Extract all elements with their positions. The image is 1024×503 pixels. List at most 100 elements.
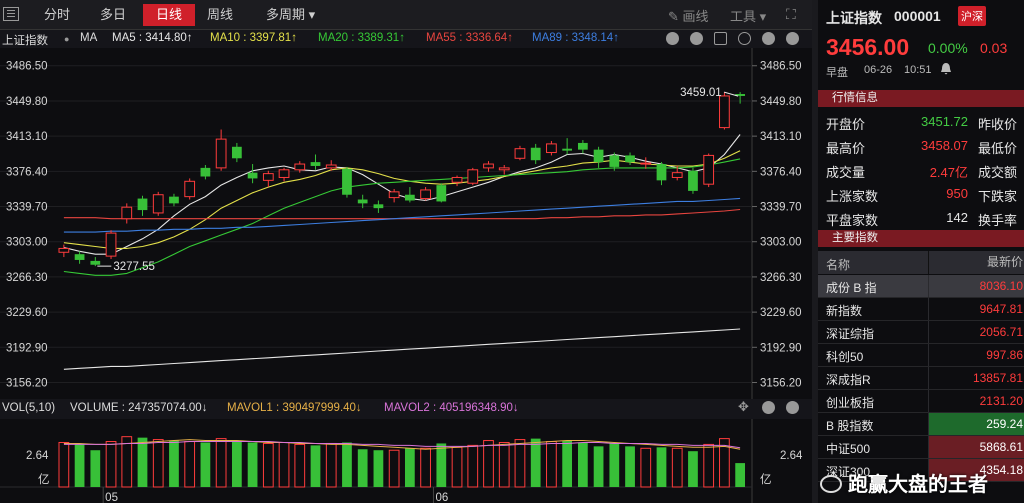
fullscreen-icon[interactable]: ⛶	[786, 6, 796, 22]
candlestick-chart[interactable]: 3486.50 3486.50 3449.80 3449.80 3413.10 3413.…	[0, 48, 812, 399]
candle[interactable]	[152, 191, 164, 216]
index-row[interactable]: 深证300 4354.18	[818, 459, 1024, 482]
volume-bar[interactable]	[294, 443, 306, 488]
candle[interactable]	[688, 167, 698, 194]
candle[interactable]	[483, 161, 494, 172]
candle[interactable]	[121, 203, 133, 224]
tab-daily[interactable]: 日线	[143, 4, 195, 26]
candle[interactable]	[735, 92, 746, 104]
volume-bar[interactable]	[530, 438, 541, 487]
volume-bar[interactable]	[310, 445, 321, 487]
volume-bar[interactable]	[735, 463, 746, 487]
candle[interactable]	[420, 187, 431, 201]
candle[interactable]	[184, 178, 196, 200]
volume-bar[interactable]	[152, 439, 164, 488]
volume-bar[interactable]	[74, 444, 85, 487]
volume-bar[interactable]	[278, 441, 290, 488]
volume-bar[interactable]	[325, 442, 337, 488]
volume-bar[interactable]	[169, 440, 179, 487]
volume-bar[interactable]	[262, 442, 274, 488]
volume-bar[interactable]	[215, 438, 227, 488]
volume-bar[interactable]	[200, 442, 211, 487]
candle[interactable]	[640, 157, 652, 169]
candle[interactable]	[200, 165, 211, 180]
volume-bar[interactable]	[58, 441, 70, 488]
candle[interactable]	[404, 187, 415, 203]
volume-bar[interactable]	[688, 451, 698, 487]
volume-bar[interactable]	[577, 442, 588, 487]
candle[interactable]	[593, 146, 604, 168]
candle[interactable]	[577, 140, 588, 154]
candle[interactable]	[278, 167, 290, 182]
candle[interactable]	[514, 145, 526, 161]
candle[interactable]	[671, 165, 683, 181]
volume-bar[interactable]	[90, 450, 101, 487]
candle[interactable]	[625, 152, 635, 165]
candle[interactable]	[609, 152, 620, 171]
volume-bar[interactable]	[231, 441, 242, 487]
volume-bar[interactable]	[483, 440, 494, 488]
candle[interactable]	[310, 154, 321, 170]
candle[interactable]	[74, 251, 85, 264]
volume-bar[interactable]	[703, 443, 715, 488]
candle[interactable]	[342, 166, 352, 198]
volume-bar[interactable]	[357, 449, 368, 487]
volume-bar[interactable]	[546, 441, 557, 488]
volume-bar[interactable]	[420, 447, 431, 488]
volume-bar[interactable]	[121, 436, 133, 488]
volume-bar[interactable]	[342, 442, 352, 487]
volume-bar[interactable]	[640, 447, 652, 488]
zoom-icon[interactable]	[762, 401, 775, 414]
candle[interactable]	[562, 138, 573, 155]
indicator-settings-icon[interactable]: ●	[64, 34, 70, 44]
candle[interactable]	[169, 193, 179, 207]
refresh-icon[interactable]	[738, 32, 751, 45]
volume-bar[interactable]	[562, 440, 573, 487]
candle[interactable]	[719, 92, 730, 130]
candle[interactable]	[451, 175, 463, 187]
draw-line-button[interactable]: ✎ 画线	[668, 6, 709, 25]
volume-bar[interactable]	[404, 448, 415, 487]
candle[interactable]	[58, 244, 70, 258]
volume-bar[interactable]	[467, 444, 479, 488]
candle[interactable]	[498, 165, 510, 175]
volume-bar[interactable]	[247, 442, 258, 487]
tab-multiday[interactable]: 多日	[100, 7, 127, 22]
index-row[interactable]: 深成指R 13857.81	[818, 367, 1024, 390]
index-row[interactable]: 中证500 5868.61	[818, 436, 1024, 459]
volume-bar[interactable]	[671, 447, 683, 488]
close-icon[interactable]	[786, 32, 799, 45]
candle[interactable]	[105, 230, 117, 259]
tab-weekly[interactable]: 周线	[207, 7, 234, 22]
index-row[interactable]: 科创50 997.86	[818, 344, 1024, 367]
candle[interactable]	[546, 141, 557, 156]
volume-bar[interactable]	[436, 443, 447, 487]
candle[interactable]	[325, 160, 337, 171]
volume-bar[interactable]	[625, 446, 635, 487]
candle[interactable]	[530, 143, 541, 165]
minus-icon[interactable]	[666, 32, 679, 45]
bell-icon[interactable]	[940, 62, 952, 75]
volume-bar[interactable]	[184, 441, 196, 488]
tab-intraday[interactable]: 分时	[44, 7, 71, 22]
plus-icon[interactable]	[690, 32, 703, 45]
volume-bar[interactable]	[105, 441, 117, 488]
volume-bar[interactable]	[656, 447, 667, 487]
settings-icon[interactable]	[714, 32, 727, 45]
index-row[interactable]: 创业板指 2131.20	[818, 390, 1024, 413]
candle[interactable]	[137, 195, 148, 216]
tab-multi-period[interactable]: 多周期 ▾	[266, 7, 316, 22]
index-row[interactable]: 成份 B 指 8036.10	[818, 275, 1024, 298]
move-icon[interactable]: ✥	[738, 399, 749, 414]
close-icon[interactable]	[786, 401, 799, 414]
candle[interactable]	[294, 161, 306, 173]
volume-bar[interactable]	[388, 449, 400, 488]
candle[interactable]	[373, 200, 384, 213]
zoom-icon[interactable]	[762, 32, 775, 45]
volume-bar[interactable]	[137, 437, 148, 487]
volume-bar[interactable]	[498, 441, 510, 488]
tools-button[interactable]: 工具 ▾	[730, 9, 767, 24]
candle[interactable]	[90, 257, 101, 267]
volume-bar[interactable]	[609, 443, 620, 487]
candle[interactable]	[388, 188, 400, 203]
